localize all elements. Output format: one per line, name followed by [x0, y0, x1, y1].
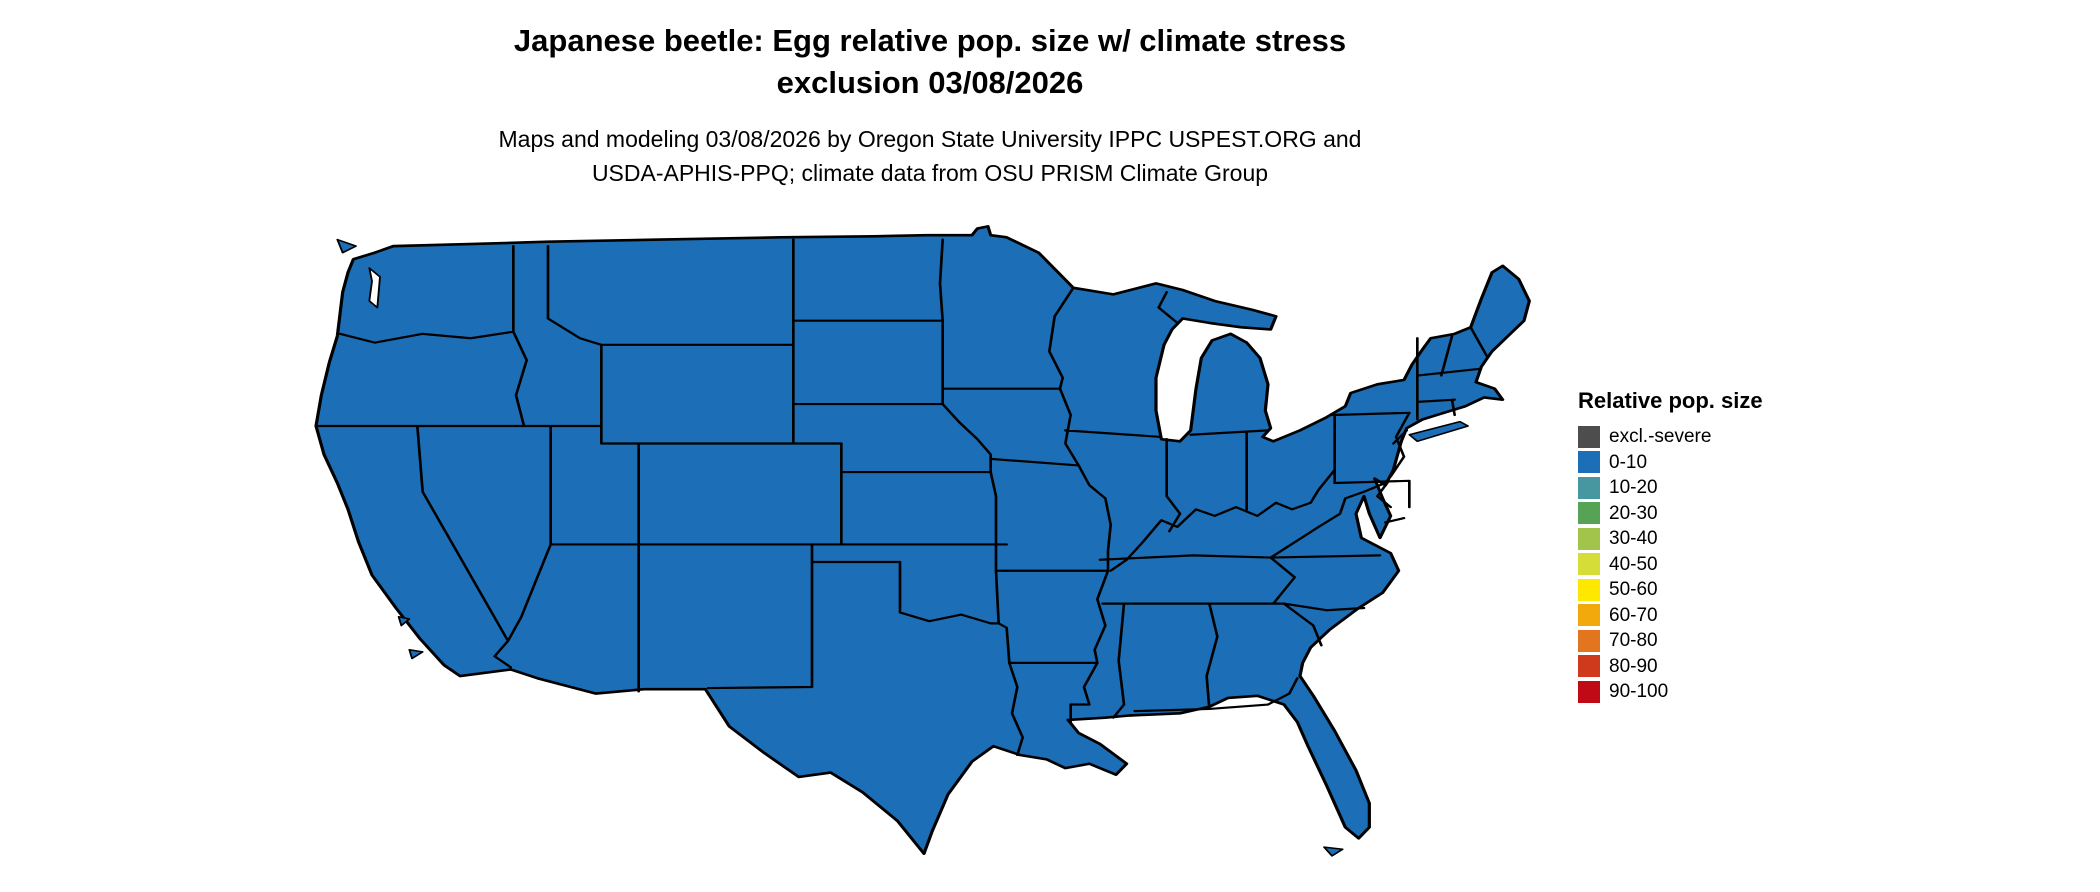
legend-label: 80-90	[1609, 655, 1658, 677]
legend-swatch-90-100	[1578, 680, 1600, 703]
legend-label: 0-10	[1609, 451, 1648, 473]
legend-label: 60-70	[1609, 604, 1658, 626]
subtitle-line-2: USDA-APHIS-PPQ; climate data from OSU PR…	[591, 160, 1269, 186]
legend-item: 0-10	[1578, 450, 1763, 476]
legend-label: 40-50	[1609, 553, 1658, 575]
legend-item: 30-40	[1578, 526, 1763, 552]
legend-swatch-70-80	[1578, 629, 1600, 652]
map-legend: Relative pop. size excl.-severe 0-10 10-…	[1578, 388, 1763, 705]
legend-item: excl.-severe	[1578, 424, 1763, 450]
legend-label: 30-40	[1609, 528, 1658, 550]
page-title: Japanese beetle: Egg relative pop. size …	[0, 20, 1860, 104]
legend-item: 50-60	[1578, 577, 1763, 603]
legend-title: Relative pop. size	[1578, 388, 1763, 413]
legend-swatch-20-30	[1578, 502, 1600, 525]
legend-label: 20-30	[1609, 502, 1658, 524]
legend-swatch-30-40	[1578, 527, 1600, 550]
legend-label: 10-20	[1609, 477, 1658, 499]
legend-swatch-10-20	[1578, 476, 1600, 499]
legend-item: 20-30	[1578, 501, 1763, 527]
legend-label: 70-80	[1609, 630, 1658, 652]
title-line-2: exclusion 03/08/2026	[776, 65, 1084, 100]
legend-item: 80-90	[1578, 654, 1763, 680]
state-borders	[317, 238, 1488, 757]
legend-item: 60-70	[1578, 603, 1763, 629]
legend-swatch-excl-severe	[1578, 425, 1600, 448]
legend-item: 70-80	[1578, 628, 1763, 654]
subtitle-line-1: Maps and modeling 03/08/2026 by Oregon S…	[498, 126, 1362, 152]
legend-swatch-0-10	[1578, 451, 1600, 474]
legend-label: 90-100	[1609, 681, 1669, 703]
coastal-islands	[336, 238, 1469, 857]
page-subtitle: Maps and modeling 03/08/2026 by Oregon S…	[0, 122, 1860, 190]
legend-item: 10-20	[1578, 475, 1763, 501]
legend-swatch-60-70	[1578, 604, 1600, 627]
legend-item: 90-100	[1578, 679, 1763, 705]
us-map-container	[300, 222, 1540, 880]
us-map	[314, 225, 1531, 857]
puget-sound-water	[368, 267, 381, 309]
legend-label: 50-60	[1609, 579, 1658, 601]
legend-swatch-80-90	[1578, 655, 1600, 678]
legend-item: 40-50	[1578, 552, 1763, 578]
title-line-1: Japanese beetle: Egg relative pop. size …	[513, 23, 1347, 58]
legend-label: excl.-severe	[1609, 426, 1712, 448]
legend-swatch-40-50	[1578, 553, 1600, 576]
legend-swatch-50-60	[1578, 578, 1600, 601]
